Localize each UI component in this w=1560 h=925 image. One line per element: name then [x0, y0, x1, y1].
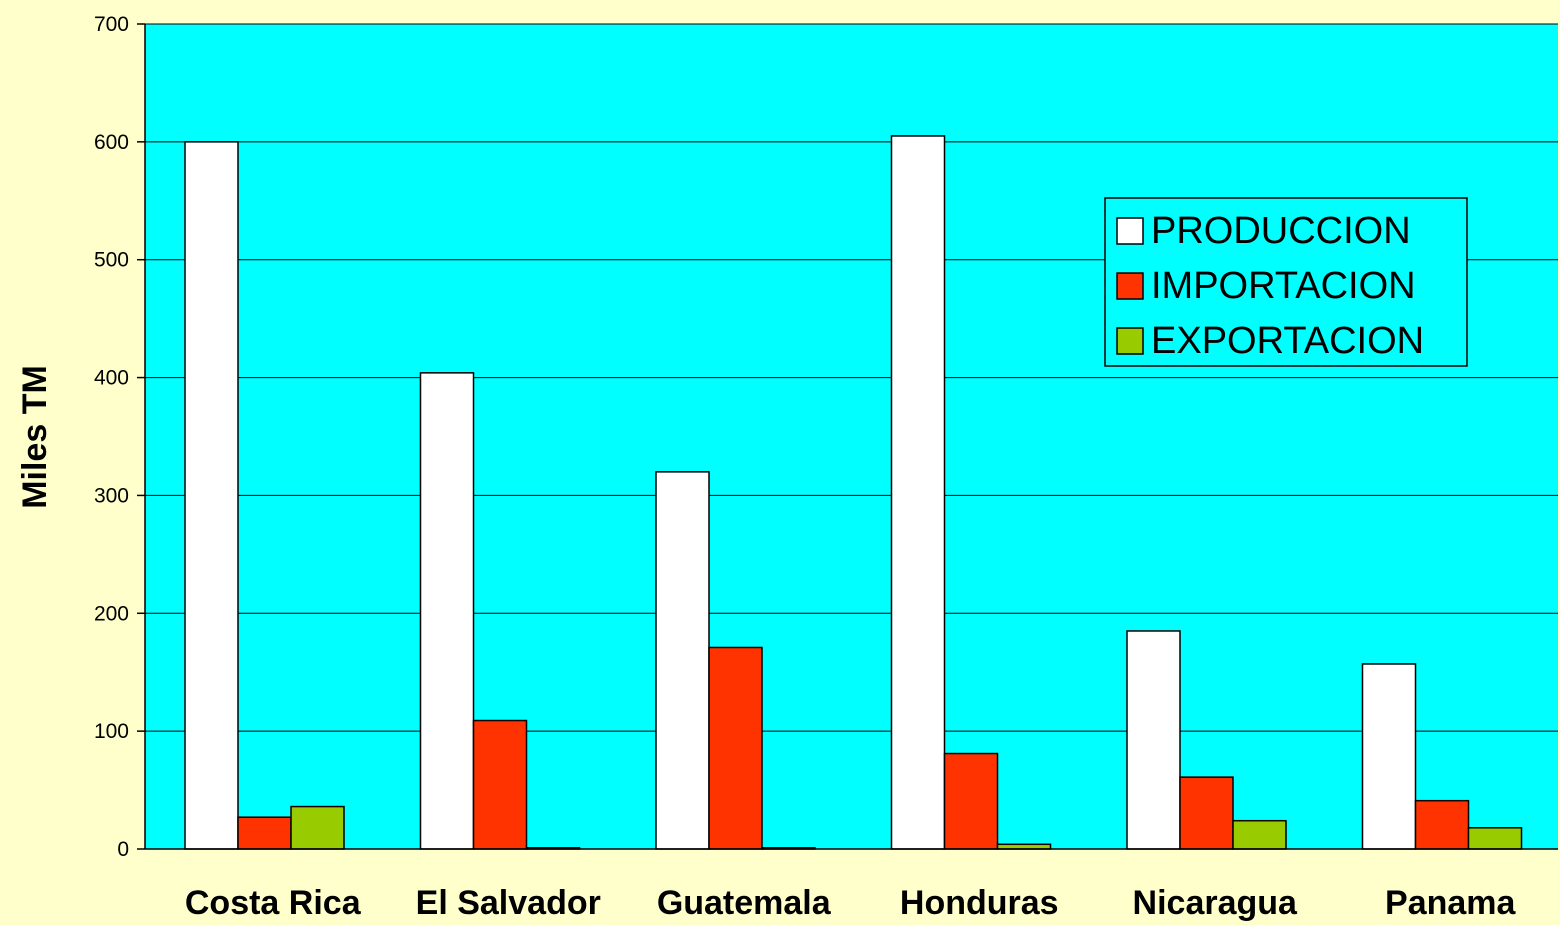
bar-importacion-honduras: [943, 752, 999, 850]
gridlines: [145, 23, 1558, 732]
legend-label-produccion: PRODUCCION: [1151, 210, 1411, 252]
x-category-label: Nicaragua: [1133, 884, 1298, 922]
x-category-label: El Salvador: [416, 884, 601, 922]
y-tick-label: 500: [94, 249, 129, 272]
legend: PRODUCCION IMPORTACION EXPORTACION: [1104, 197, 1468, 367]
bar-exportacion-nicaragua: [1232, 819, 1287, 850]
y-tick-label: 0: [117, 838, 129, 861]
y-axis-title: Miles TM: [16, 365, 54, 509]
y-tick-label: 400: [94, 367, 129, 390]
y-tick-label: 300: [94, 484, 129, 507]
y-tick-label: 100: [94, 720, 129, 743]
plot-area: [145, 24, 1558, 849]
y-axis-ticks: 0 100 200 300 400 500 600 700: [94, 13, 145, 861]
bar-importacion-guatemala: [708, 646, 763, 850]
bar-produccion-costa-rica: [184, 141, 239, 850]
legend-swatch-importacion: [1116, 272, 1144, 300]
legend-label-importacion: IMPORTACION: [1151, 265, 1416, 307]
x-category-label: Guatemala: [657, 884, 832, 922]
bar-importacion-el-salvador: [472, 719, 528, 850]
bar-produccion-nicaragua: [1126, 630, 1181, 850]
legend-box: [1104, 197, 1468, 367]
y-tick-label: 700: [94, 13, 129, 36]
x-category-label: Honduras: [900, 884, 1059, 922]
y-tick-label: 200: [94, 602, 129, 625]
bar-produccion-el-salvador: [419, 372, 475, 850]
bar-importacion-costa-rica: [237, 816, 292, 850]
x-axis-labels: Costa Rica El Salvador Guatemala Honduras Ni…: [185, 884, 1517, 922]
legend-swatch-exportacion: [1116, 327, 1144, 355]
legend-swatch-produccion: [1116, 217, 1144, 245]
legend-label-exportacion: EXPORTACION: [1151, 320, 1424, 362]
bar-produccion-honduras: [890, 135, 946, 850]
bar-produccion-panama: [1361, 663, 1417, 850]
bar-exportacion-costa-rica: [290, 805, 345, 850]
bar-exportacion-panama: [1467, 827, 1523, 850]
bar-importacion-nicaragua: [1179, 776, 1234, 850]
x-category-label: Costa Rica: [185, 884, 362, 922]
y-tick-label: 600: [94, 131, 129, 154]
bar-importacion-panama: [1414, 799, 1470, 850]
bar-produccion-guatemala: [655, 471, 710, 850]
x-category-label: Panama: [1385, 884, 1516, 922]
